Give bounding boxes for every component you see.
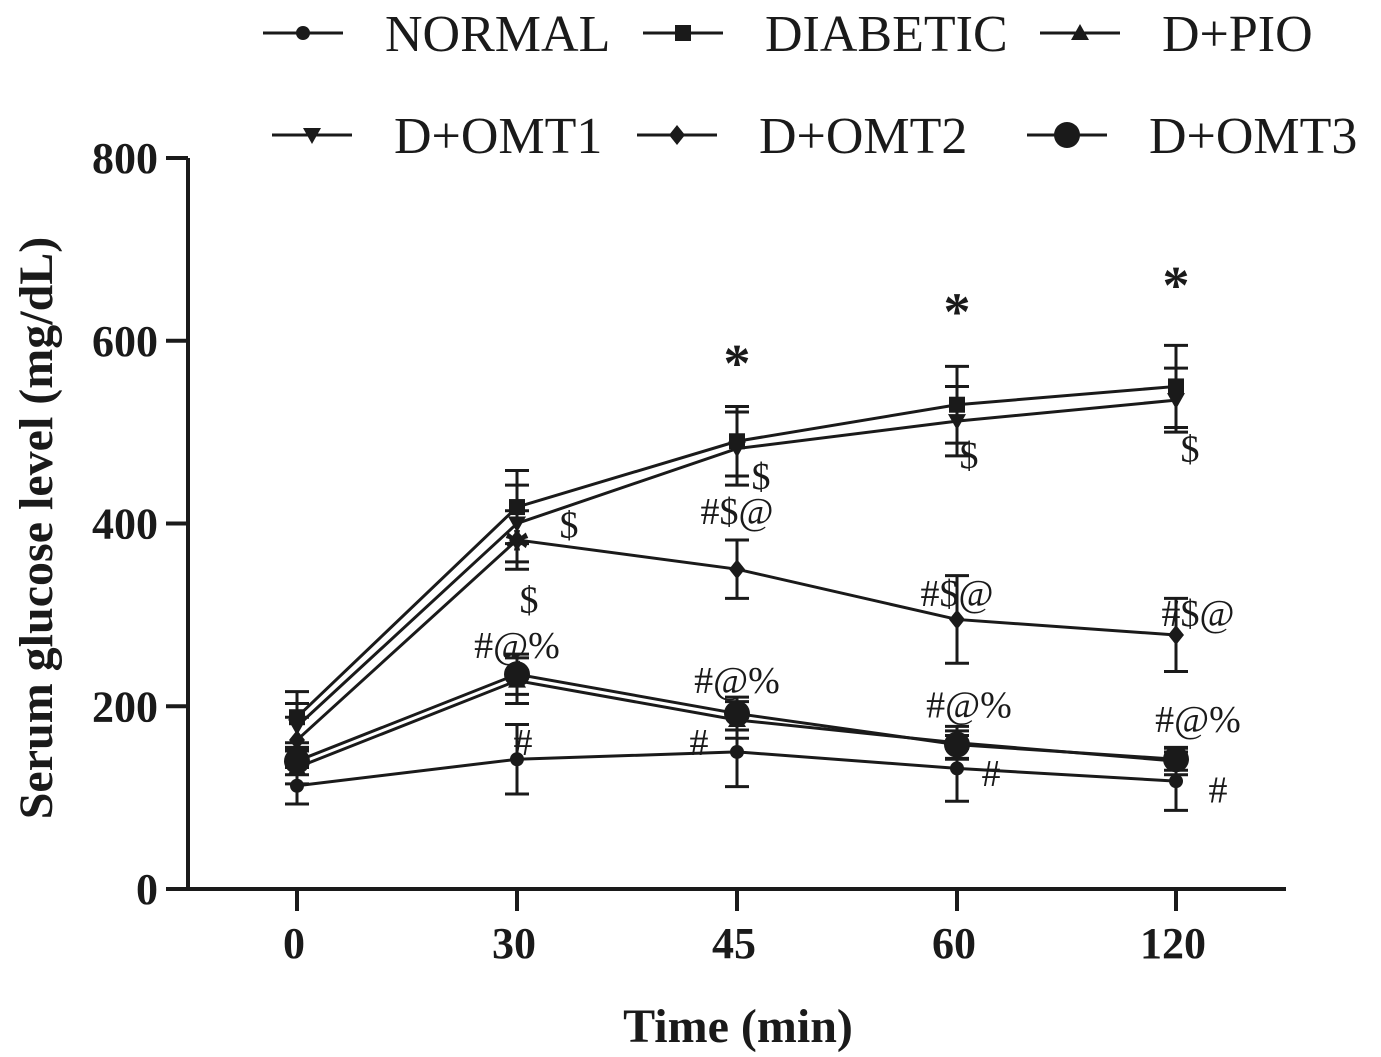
data-point bbox=[730, 744, 744, 759]
significance-label: $ bbox=[752, 456, 771, 498]
data-point bbox=[950, 761, 964, 776]
significance-label: # bbox=[1209, 769, 1228, 811]
data-point bbox=[729, 559, 745, 580]
legend-label: D+OMT3 bbox=[1149, 108, 1357, 165]
significance-label: #@% bbox=[474, 625, 560, 667]
data-point bbox=[509, 529, 525, 550]
legend-marker bbox=[1071, 24, 1089, 40]
x-tick-label: 30 bbox=[492, 919, 536, 968]
significance-label: $ bbox=[1181, 429, 1200, 471]
legend-label: D+PIO bbox=[1162, 6, 1313, 63]
legend-item: D+PIO bbox=[1040, 6, 1313, 63]
data-point bbox=[1168, 624, 1184, 645]
x-axis-title: Time (min) bbox=[623, 1000, 853, 1053]
series-d-omt2 bbox=[285, 509, 1188, 765]
significance-label: #@% bbox=[926, 685, 1012, 727]
legend-marker bbox=[675, 25, 691, 41]
significance-label: #$@ bbox=[1162, 593, 1235, 635]
significance-label: # bbox=[690, 722, 709, 764]
data-point bbox=[728, 441, 746, 458]
y-tick-label: 800 bbox=[92, 134, 158, 183]
data-point bbox=[1169, 774, 1183, 789]
legend-marker bbox=[296, 26, 310, 40]
data-point bbox=[1167, 393, 1185, 410]
legend-marker bbox=[303, 128, 321, 144]
x-tick-label: 45 bbox=[712, 919, 756, 968]
data-point bbox=[504, 661, 530, 688]
x-ticks: 0 30 45 60 120 bbox=[283, 889, 1206, 968]
data-point bbox=[948, 414, 966, 431]
legend-item: NORMAL bbox=[263, 6, 610, 63]
x-tick-label: 0 bbox=[283, 919, 305, 968]
y-tick-label: 200 bbox=[92, 682, 158, 731]
significance-label: $ bbox=[960, 435, 979, 477]
significance-label: # bbox=[982, 753, 1001, 795]
series-d-omt3 bbox=[284, 652, 1189, 777]
data-point bbox=[1163, 746, 1189, 773]
legend-label: NORMAL bbox=[385, 6, 610, 63]
legend-label: D+OMT1 bbox=[394, 108, 602, 165]
significance-label: $ bbox=[520, 579, 539, 621]
data-point bbox=[510, 752, 524, 767]
y-ticks: 0 200 400 600 800 bbox=[92, 134, 188, 914]
significance-label: $ bbox=[560, 505, 579, 547]
series-d-omt1 bbox=[285, 366, 1188, 751]
y-tick-label: 600 bbox=[92, 317, 158, 366]
significance-label: #$@ bbox=[921, 573, 994, 615]
legend-item: D+OMT3 bbox=[1027, 108, 1357, 165]
data-point bbox=[284, 748, 310, 775]
y-tick-label: 0 bbox=[136, 865, 158, 914]
significance-label: # bbox=[514, 722, 533, 764]
data-point bbox=[724, 700, 750, 727]
legend: NORMAL DIABETIC D+PIO D+OMT1 D+OMT2 D+OMT3 bbox=[263, 6, 1357, 165]
legend-item: DIABETIC bbox=[643, 6, 1008, 63]
y-axis-title: Serum glucose level (mg/dL) bbox=[10, 237, 63, 820]
significance-label: #@% bbox=[694, 660, 780, 702]
data-point bbox=[290, 778, 304, 793]
significance-star: * bbox=[504, 518, 531, 578]
y-tick-label: 400 bbox=[92, 500, 158, 549]
data-point bbox=[944, 731, 970, 758]
significance-label: #@% bbox=[1155, 699, 1241, 741]
legend-label: D+OMT2 bbox=[759, 108, 967, 165]
legend-marker bbox=[669, 125, 685, 145]
legend-marker bbox=[1054, 122, 1080, 148]
significance-annotations: *** *$$$$ $#$@#$@ #$@#@%#@%#@% #@%# ## # bbox=[474, 256, 1241, 812]
significance-star: * bbox=[724, 333, 751, 393]
legend-item: D+OMT2 bbox=[637, 108, 967, 165]
x-tick-label: 60 bbox=[932, 919, 976, 968]
data-point bbox=[289, 730, 305, 751]
significance-label: #$@ bbox=[701, 491, 774, 533]
legend-label: DIABETIC bbox=[765, 6, 1008, 63]
x-tick-label: 120 bbox=[1140, 919, 1206, 968]
data-point bbox=[949, 609, 965, 630]
series-group bbox=[284, 343, 1189, 812]
legend-item: D+OMT1 bbox=[272, 108, 602, 165]
significance-star: * bbox=[1163, 256, 1190, 316]
significance-star: * bbox=[944, 282, 971, 342]
